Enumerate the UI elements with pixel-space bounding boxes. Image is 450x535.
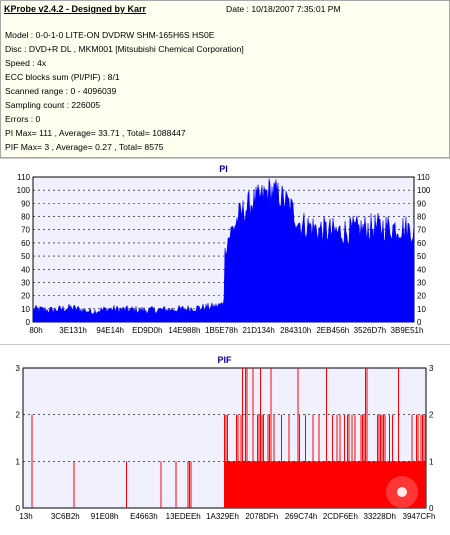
y-tick-label-right: 60 <box>417 239 426 248</box>
x-tick-label: 14E988h <box>168 326 200 335</box>
info-model: Model : 0-0-1-0 LITE-ON DVDRW SHM-165H6S… <box>5 30 215 40</box>
y-tick-label-right: 0 <box>417 318 422 327</box>
y-tick-label-right: 80 <box>417 213 426 222</box>
x-tick-label: 3B9E51h <box>391 326 424 335</box>
pi-chart-title: PI <box>219 164 228 174</box>
y-tick-label-left: 100 <box>17 186 31 195</box>
pif-chart-title: PIF <box>217 355 232 365</box>
y-tick-label-left: 80 <box>21 213 30 222</box>
info-disc: Disc : DVD+R DL , MKM001 [Mitsubishi Che… <box>5 44 244 54</box>
x-tick-label: 1B5E78h <box>205 326 238 335</box>
x-tick-label: 1A329Eh <box>206 512 239 521</box>
x-tick-label: 33228Dh <box>363 512 395 521</box>
y-tick-label-right: 70 <box>417 226 426 235</box>
y-tick-label-right: 20 <box>417 292 426 301</box>
y-tick-label-right: 3 <box>429 364 434 373</box>
y-tick-label-left: 90 <box>21 199 30 208</box>
pi-series-area <box>32 178 415 323</box>
pif-chart: PIF 0 0 1 1 2 2 3 3 13h 3C6B2h 91E08h E4663h 13EDEEh 1… <box>16 355 436 521</box>
y-tick-label-left: 10 <box>21 305 30 314</box>
disc-logo-hole <box>397 487 407 497</box>
pi-chart-panel: PI 0 0 10 10 20 20 30 30 40 40 50 50 60 60 70 70 80 80 90 90… <box>0 158 450 340</box>
y-tick-label-right: 1 <box>429 457 434 466</box>
x-tick-label: 94E14h <box>96 326 124 335</box>
x-tick-label: 13h <box>19 512 32 521</box>
x-tick-label: 80h <box>29 326 42 335</box>
x-tick-label: 2078DFh <box>245 512 278 521</box>
pif-chart-panel: PIF 0 0 1 1 2 2 3 3 13h 3C6B2h 91E08h E4663h 13EDEEh 1… <box>0 344 450 530</box>
info-pif-stats: PIF Max= 3 , Average= 0.27 , Total= 8575 <box>5 142 164 152</box>
x-tick-label: 3C6B2h <box>51 512 80 521</box>
y-tick-label-right: 40 <box>417 265 426 274</box>
x-tick-label: 91E08h <box>91 512 119 521</box>
info-pi-stats: PI Max= 111 , Average= 33.71 , Total= 10… <box>5 128 186 138</box>
y-tick-label-left: 110 <box>17 173 30 182</box>
x-tick-label: 284310h <box>280 326 311 335</box>
x-tick-label: 2EB456h <box>316 326 349 335</box>
x-tick-label: ED9D0h <box>132 326 162 335</box>
y-tick-label-right: 2 <box>429 411 434 420</box>
y-tick-label-right: 50 <box>417 252 426 261</box>
y-tick-label-left: 0 <box>26 318 31 327</box>
info-errors: Errors : 0 <box>5 114 41 124</box>
x-tick-label: 3526D7h <box>354 326 386 335</box>
y-tick-label-left: 40 <box>21 265 30 274</box>
y-tick-label-right: 10 <box>417 305 426 314</box>
info-scanned-range: Scanned range : 0 - 4096039 <box>5 86 117 96</box>
y-tick-label-left: 30 <box>21 278 30 287</box>
x-tick-label: 3E131h <box>59 326 87 335</box>
x-tick-label: 269C74h <box>285 512 317 521</box>
scan-date: Date : 10/18/2007 7:35:01 PM <box>226 4 341 14</box>
info-panel: KProbe v2.4.2 - Designed by Karr Date : … <box>0 0 450 158</box>
y-tick-label-left: 50 <box>21 252 30 261</box>
x-tick-label: 13EDEEh <box>166 512 201 521</box>
y-tick-label-left: 0 <box>16 504 21 513</box>
x-tick-label: 3947CFh <box>403 512 436 521</box>
y-tick-label-right: 110 <box>417 173 430 182</box>
y-tick-label-right: 30 <box>417 278 426 287</box>
y-tick-label-left: 3 <box>16 364 21 373</box>
y-tick-label-left: 60 <box>21 239 30 248</box>
y-tick-label-left: 20 <box>21 292 30 301</box>
info-sampling-count: Sampling count : 226005 <box>5 100 101 110</box>
y-tick-label-right: 0 <box>429 504 434 513</box>
pi-chart: PI 0 0 10 10 20 20 30 30 40 40 50 50 60 60 70 70 80 80 90 90… <box>17 164 431 335</box>
y-tick-label-right: 90 <box>417 199 426 208</box>
x-tick-label: 2CDF6Eh <box>323 512 358 521</box>
info-ecc-blocks: ECC blocks sum (PI/PIF) : 8/1 <box>5 72 120 82</box>
y-tick-label-left: 70 <box>21 226 30 235</box>
x-tick-label: 21D134h <box>242 326 274 335</box>
x-tick-label: E4663h <box>130 512 158 521</box>
y-tick-label-right: 100 <box>417 186 431 195</box>
info-speed: Speed : 4x <box>5 58 47 68</box>
app-title: KProbe v2.4.2 - Designed by Karr <box>4 4 147 14</box>
y-tick-label-left: 2 <box>16 411 21 420</box>
y-tick-label-left: 1 <box>16 457 21 466</box>
